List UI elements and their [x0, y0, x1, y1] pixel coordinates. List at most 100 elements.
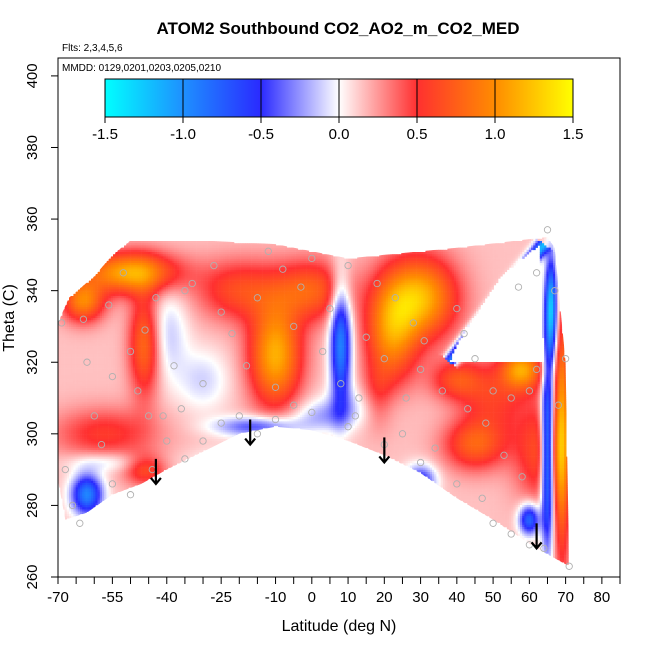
- heatmap-cell: [113, 487, 116, 490]
- heatmap-cell: [75, 344, 79, 347]
- heatmap-cell: [137, 260, 140, 264]
- heatmap-cell: [146, 370, 149, 374]
- heatmap-cell: [115, 318, 118, 321]
- heatmap-cell: [126, 311, 129, 314]
- heatmap-cell: [137, 417, 140, 420]
- heatmap-cell: [110, 318, 114, 321]
- heatmap-cell: [106, 278, 109, 281]
- heatmap-cell: [108, 434, 112, 438]
- heatmap-cell: [86, 494, 90, 497]
- heatmap-cell: [150, 260, 153, 264]
- heatmap-cell: [148, 401, 151, 405]
- heatmap-cell: [141, 326, 145, 330]
- heatmap-cell: [148, 252, 151, 255]
- heatmap-cell: [130, 443, 134, 446]
- heatmap-cell: [146, 381, 149, 385]
- heatmap-cell: [132, 370, 136, 374]
- heatmap-cell: [106, 342, 109, 345]
- heatmap-cell: [97, 439, 101, 442]
- heatmap-cell: [73, 353, 76, 356]
- heatmap-cell: [66, 472, 70, 475]
- heatmap-cell: [135, 454, 138, 457]
- heatmap-cell: [152, 445, 156, 449]
- heatmap-cell: [102, 322, 105, 325]
- heatmap-cell: [135, 463, 138, 466]
- heatmap-cell: [113, 366, 116, 369]
- heatmap-cell: [99, 417, 103, 420]
- heatmap-cell: [91, 408, 94, 411]
- heatmap-cell: [128, 340, 131, 343]
- heatmap-cell: [60, 386, 63, 389]
- heatmap-cell: [69, 513, 72, 517]
- heatmap-cell: [121, 370, 125, 374]
- heatmap-cell: [108, 401, 112, 405]
- heatmap-cell: [99, 454, 103, 457]
- heatmap-cell: [108, 280, 112, 284]
- heatmap-cell: [126, 274, 129, 277]
- heatmap-cell: [97, 353, 101, 356]
- heatmap-cell: [93, 456, 96, 460]
- heatmap-cell: [150, 291, 153, 295]
- heatmap-cell: [137, 337, 140, 341]
- heatmap-cell: [117, 318, 120, 321]
- heatmap-cell: [75, 461, 79, 464]
- heatmap-cell: [139, 397, 142, 400]
- heatmap-cell: [113, 439, 116, 442]
- heatmap-cell: [60, 344, 63, 347]
- heatmap-cell: [97, 302, 101, 306]
- heatmap-cell: [113, 469, 116, 473]
- heatmap-cell: [93, 480, 96, 484]
- heatmap-cell: [117, 254, 120, 257]
- heatmap-cell: [106, 478, 109, 482]
- heatmap-cell: [121, 285, 125, 288]
- heatmap-cell: [159, 357, 162, 361]
- heatmap-cell: [139, 241, 142, 244]
- heatmap-cell: [106, 265, 109, 268]
- heatmap-cell: [91, 337, 94, 341]
- heatmap-cell: [159, 313, 162, 317]
- heatmap-cell: [66, 476, 70, 479]
- heatmap-cell: [82, 331, 85, 334]
- heatmap-cell: [71, 324, 74, 328]
- heatmap-cell: [80, 450, 83, 453]
- heatmap-cell: [152, 326, 156, 330]
- heatmap-cell: [58, 395, 61, 398]
- heatmap-cell: [110, 388, 114, 391]
- heatmap-cell: [77, 333, 81, 336]
- heatmap-cell: [77, 456, 81, 460]
- heatmap-cell: [99, 436, 103, 440]
- heatmap-cell: [113, 331, 116, 334]
- heatmap-cell: [58, 467, 61, 471]
- heatmap-cell: [143, 278, 147, 281]
- heatmap-cell: [150, 454, 153, 457]
- heatmap-cell: [121, 408, 125, 411]
- heatmap-cell: [135, 432, 138, 435]
- heatmap-cell: [97, 390, 101, 394]
- heatmap-cell: [104, 401, 107, 405]
- heatmap-cell: [66, 516, 70, 519]
- heatmap-cell: [124, 417, 127, 420]
- heatmap-cell: [71, 362, 74, 365]
- heatmap-cell: [154, 298, 158, 301]
- heatmap-cell: [73, 366, 76, 369]
- heatmap-cell: [66, 425, 70, 429]
- heatmap-cell: [157, 241, 160, 244]
- heatmap-cell: [139, 346, 142, 350]
- heatmap-cell: [143, 280, 147, 284]
- heatmap-cell: [71, 373, 74, 376]
- heatmap-cell: [126, 313, 129, 317]
- heatmap-cell: [95, 489, 98, 493]
- heatmap-cell: [91, 443, 94, 446]
- heatmap-cell: [84, 505, 87, 508]
- heatmap-cell: [73, 403, 76, 407]
- heatmap-cell: [135, 366, 138, 369]
- heatmap-cell: [130, 274, 134, 277]
- heatmap-cell: [130, 388, 134, 391]
- heatmap-cell: [69, 351, 72, 354]
- heatmap-cell: [82, 478, 85, 482]
- heatmap-cell: [154, 447, 158, 451]
- heatmap-cell: [93, 329, 96, 332]
- heatmap-cell: [93, 478, 96, 482]
- heatmap-cell: [157, 399, 160, 402]
- heatmap-cell: [102, 300, 105, 303]
